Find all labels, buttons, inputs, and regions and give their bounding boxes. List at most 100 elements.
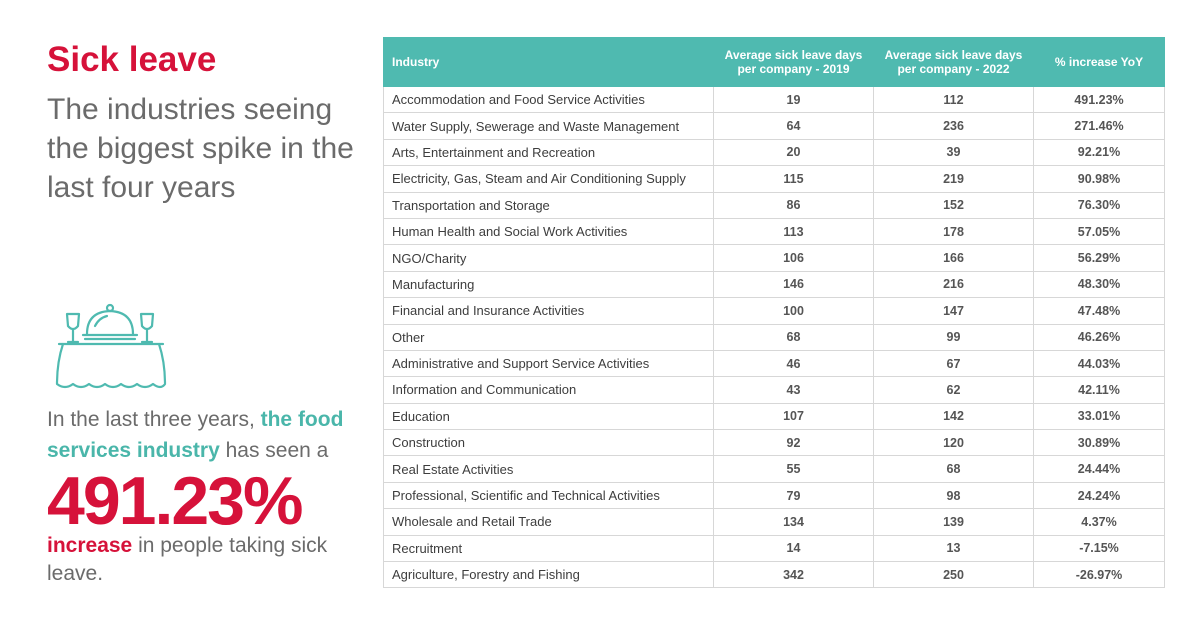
table-row: Financial and Insurance Activities 100 147…	[383, 297, 1165, 325]
table-row: Education 107 142 33.01%	[383, 402, 1165, 431]
cell-y2022: 62	[873, 376, 1034, 404]
cell-pct: 30.89%	[1033, 429, 1165, 457]
cell-industry: Education	[383, 402, 714, 431]
table-row: Other 68 99 46.26%	[383, 323, 1165, 351]
cell-y2022: 13	[873, 534, 1034, 563]
table-row: Electricity, Gas, Steam and Air Conditio…	[383, 165, 1165, 193]
increase-word: increase	[47, 534, 133, 557]
cell-y2019: 46	[713, 349, 874, 378]
cell-y2019: 20	[713, 138, 874, 167]
table-row: Water Supply, Sewerage and Waste Managem…	[383, 112, 1165, 140]
cell-industry: Administrative and Support Service Activ…	[383, 349, 714, 378]
cell-pct: 24.24%	[1033, 481, 1165, 510]
food-service-table-icon	[51, 302, 173, 394]
cell-y2019: 106	[713, 244, 874, 272]
cell-y2022: 120	[873, 429, 1034, 457]
cell-pct: 44.03%	[1033, 349, 1165, 378]
cell-y2019: 68	[713, 323, 874, 351]
cell-industry: Information and Communication	[383, 376, 714, 404]
cell-pct: -26.97%	[1033, 561, 1165, 589]
cell-y2019: 107	[713, 402, 874, 431]
cell-industry: NGO/Charity	[383, 244, 714, 272]
cell-pct: 90.98%	[1033, 165, 1165, 193]
big-stat: 491.23%	[47, 463, 303, 539]
header-industry: Industry	[383, 37, 714, 87]
cell-industry: Water Supply, Sewerage and Waste Managem…	[383, 112, 714, 140]
cell-y2022: 139	[873, 508, 1034, 536]
cell-industry: Arts, Entertainment and Recreation	[383, 138, 714, 167]
cell-y2022: 250	[873, 561, 1034, 589]
cell-pct: 56.29%	[1033, 244, 1165, 272]
cell-industry: Accommodation and Food Service Activitie…	[383, 85, 714, 114]
cell-y2019: 86	[713, 191, 874, 219]
table-row: Real Estate Activities 55 68 24.44%	[383, 455, 1165, 483]
cell-pct: 76.30%	[1033, 191, 1165, 219]
cell-y2019: 113	[713, 217, 874, 246]
cell-y2019: 146	[713, 270, 874, 299]
cell-industry: Wholesale and Retail Trade	[383, 508, 714, 536]
cell-industry: Professional, Scientific and Technical A…	[383, 481, 714, 510]
cell-pct: 48.30%	[1033, 270, 1165, 299]
cell-industry: Agriculture, Forestry and Fishing	[383, 561, 714, 589]
table-row: Manufacturing 146 216 48.30%	[383, 270, 1165, 299]
header-2022: Average sick leave days per company - 20…	[873, 37, 1034, 87]
cell-industry: Electricity, Gas, Steam and Air Conditio…	[383, 165, 714, 193]
blurb-text: In the last three years, the food servic…	[47, 404, 367, 466]
cell-industry: Recruitment	[383, 534, 714, 563]
cell-y2022: 166	[873, 244, 1034, 272]
cell-pct: 57.05%	[1033, 217, 1165, 246]
blurb-tail: increase in people taking sick leave.	[47, 532, 367, 588]
table-row: Administrative and Support Service Activ…	[383, 349, 1165, 378]
cell-y2019: 55	[713, 455, 874, 483]
cell-y2022: 216	[873, 270, 1034, 299]
cell-pct: -7.15%	[1033, 534, 1165, 563]
cell-industry: Transportation and Storage	[383, 191, 714, 219]
cell-y2019: 14	[713, 534, 874, 563]
cell-y2022: 219	[873, 165, 1034, 193]
table-row: Construction 92 120 30.89%	[383, 429, 1165, 457]
table-row: Professional, Scientific and Technical A…	[383, 481, 1165, 510]
header-pct: % increase YoY	[1033, 37, 1165, 87]
blurb-highlight: the food services industry	[47, 408, 344, 462]
left-panel: Sick leave The industries seeing the big…	[47, 0, 367, 628]
cell-industry: Financial and Insurance Activities	[383, 297, 714, 325]
cell-y2022: 178	[873, 217, 1034, 246]
table-row: Information and Communication 43 62 42.11%	[383, 376, 1165, 404]
cell-y2019: 19	[713, 85, 874, 114]
table-row: Recruitment 14 13 -7.15%	[383, 534, 1165, 563]
cell-y2022: 67	[873, 349, 1034, 378]
cell-pct: 271.46%	[1033, 112, 1165, 140]
sick-leave-table: Industry Average sick leave days per com…	[383, 37, 1165, 589]
cell-industry: Human Health and Social Work Activities	[383, 217, 714, 246]
cell-pct: 4.37%	[1033, 508, 1165, 536]
cell-industry: Manufacturing	[383, 270, 714, 299]
cell-y2022: 142	[873, 402, 1034, 431]
table-row: Wholesale and Retail Trade 134 139 4.37%	[383, 508, 1165, 536]
cell-pct: 33.01%	[1033, 402, 1165, 431]
table-row: NGO/Charity 106 166 56.29%	[383, 244, 1165, 272]
cell-y2022: 236	[873, 112, 1034, 140]
blurb-tail-text: in people taking sick leave.	[47, 534, 328, 585]
cell-y2019: 100	[713, 297, 874, 325]
cell-pct: 491.23%	[1033, 85, 1165, 114]
table-row: Accommodation and Food Service Activitie…	[383, 85, 1165, 114]
table-header-row: Industry Average sick leave days per com…	[383, 37, 1165, 87]
table-row: Arts, Entertainment and Recreation 20 39 92…	[383, 138, 1165, 167]
cell-y2022: 147	[873, 297, 1034, 325]
cell-y2022: 68	[873, 455, 1034, 483]
subtitle: The industries seeing the biggest spike …	[47, 93, 354, 204]
cell-y2022: 39	[873, 138, 1034, 167]
cell-pct: 46.26%	[1033, 323, 1165, 351]
cell-y2019: 342	[713, 561, 874, 589]
header-2019: Average sick leave days per company - 20…	[713, 37, 874, 87]
kicker-title: Sick leave	[47, 40, 217, 79]
cell-y2022: 112	[873, 85, 1034, 114]
cell-y2019: 92	[713, 429, 874, 457]
cell-industry: Real Estate Activities	[383, 455, 714, 483]
table-row: Human Health and Social Work Activities 1…	[383, 217, 1165, 246]
table-row: Agriculture, Forestry and Fishing 342 250-…	[383, 561, 1165, 589]
cell-y2019: 43	[713, 376, 874, 404]
blurb-post: has seen a	[219, 439, 329, 462]
cell-pct: 92.21%	[1033, 138, 1165, 167]
cell-y2019: 79	[713, 481, 874, 510]
